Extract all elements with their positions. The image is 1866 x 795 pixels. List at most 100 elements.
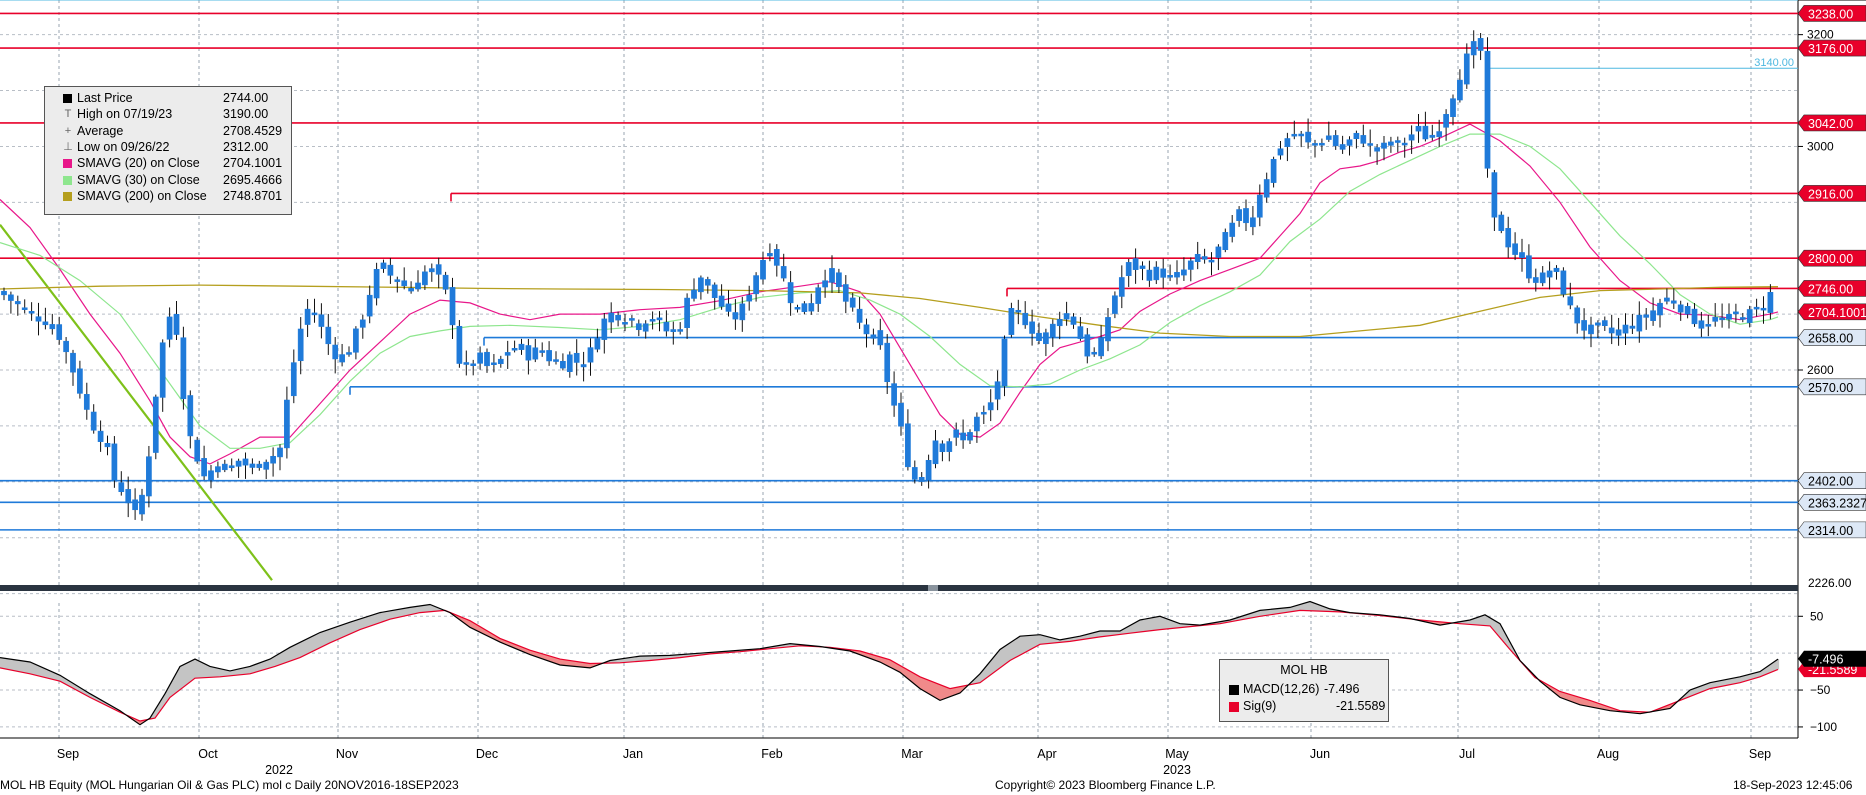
candle-body	[1022, 312, 1029, 326]
candle-body	[1643, 314, 1650, 318]
candle-body	[1215, 246, 1222, 258]
candle-body	[1401, 142, 1408, 146]
candle-body	[1091, 351, 1098, 355]
axis-tick-label: 3000	[1807, 139, 1834, 153]
legend-value: 3190.00	[223, 107, 269, 122]
candle-body	[449, 287, 456, 326]
level-label-text: 2916.00	[1808, 187, 1853, 201]
candle-body	[463, 362, 470, 365]
candle-body	[1063, 313, 1070, 320]
candle-body	[1008, 308, 1015, 335]
candle-body	[704, 279, 711, 286]
candle-body	[242, 458, 249, 466]
year-label: 2023	[1163, 763, 1191, 777]
candle-body	[1394, 140, 1401, 143]
month-label: Jan	[623, 747, 643, 761]
candle-body	[235, 460, 242, 467]
candle-body	[1760, 307, 1767, 311]
candle-body	[477, 352, 483, 364]
candle-body	[1601, 320, 1608, 326]
candle-body	[1167, 275, 1173, 278]
candle-body	[1139, 265, 1146, 269]
candle-body	[1567, 296, 1574, 306]
level-label-text: 2314.00	[1808, 524, 1853, 538]
level-label-box	[1797, 249, 1866, 267]
candle-body	[1739, 317, 1746, 320]
candle-body	[1532, 277, 1539, 283]
month-label: Nov	[336, 747, 359, 761]
level-label-box	[1797, 472, 1866, 489]
footer-security: MOL HB Equity (MOL Hungarian Oil & Gas P…	[0, 778, 459, 792]
macd-name: MACD(12,26)	[1243, 682, 1320, 696]
macd-row: MACD(12,26) -7.496	[1220, 682, 1388, 697]
candle-body	[1208, 259, 1215, 263]
candle-body	[1705, 324, 1712, 327]
candle-body	[1677, 304, 1684, 313]
thin-level-label: 3260.00	[1754, 0, 1794, 1]
trendline	[0, 224, 273, 581]
candle-body	[152, 396, 159, 453]
candle-body	[408, 288, 414, 292]
candle-body	[1305, 131, 1311, 143]
candle-body	[1670, 300, 1677, 304]
candle-body	[1270, 159, 1277, 183]
legend-swatch	[63, 94, 72, 103]
ma-line	[0, 284, 1779, 338]
candle-body	[1339, 144, 1346, 150]
candle-body	[270, 455, 276, 464]
macd-label-box	[1798, 650, 1866, 667]
candle-body	[1436, 131, 1443, 138]
candle-body	[1477, 38, 1484, 51]
candle-body	[1374, 147, 1380, 152]
axis-tick-label: 2600	[1807, 363, 1834, 377]
legend-swatch	[63, 191, 72, 201]
candle-body	[1698, 320, 1705, 329]
candle-body	[21, 307, 28, 310]
legend-row: Last Price 2744.00	[45, 91, 291, 106]
candle-body	[953, 429, 960, 438]
candle-body	[649, 319, 656, 322]
candle-body	[1615, 329, 1622, 336]
legend-name: SMAVG (20) on Close	[77, 156, 200, 171]
candle-body	[359, 319, 366, 328]
candle-body	[373, 269, 380, 299]
candle-body	[1222, 232, 1229, 250]
candle-body	[1574, 307, 1581, 324]
legend-name: Average	[77, 123, 124, 138]
month-label: Apr	[1037, 747, 1056, 761]
legend-row: SMAVG (30) on Close 2695.4666	[45, 173, 291, 188]
candle-body	[139, 494, 145, 515]
candle-body	[132, 499, 138, 511]
legend-row: ⊥ Low on 09/26/22 2312.00	[45, 140, 291, 155]
candle-body	[1463, 53, 1470, 85]
candle-body	[870, 334, 877, 339]
legend-name: SMAVG (30) on Close	[77, 172, 200, 187]
candle-body	[560, 360, 566, 369]
candle-body	[787, 282, 794, 304]
candle-body	[415, 282, 421, 290]
macd-axis-label: 50	[1810, 609, 1824, 623]
candle-body	[518, 343, 525, 350]
candle-body	[1498, 214, 1505, 231]
candle-body	[35, 316, 42, 322]
year-label: 2022	[265, 763, 293, 777]
candle-body	[1588, 324, 1594, 335]
candle-body	[497, 358, 504, 365]
level-label-box	[1797, 378, 1866, 396]
candle-body	[1526, 255, 1532, 279]
candle-body	[1622, 324, 1629, 334]
candle-body	[428, 268, 435, 273]
candle-body	[905, 423, 911, 468]
candle-body	[884, 342, 891, 383]
candle-body	[1125, 262, 1132, 276]
legend-name: SMAVG (200) on Close	[77, 188, 207, 203]
candle-body	[1457, 79, 1463, 101]
candle-body	[1429, 134, 1436, 138]
candle-body	[849, 297, 856, 308]
macd-label-text: -7.496	[1808, 653, 1843, 667]
candle-body	[718, 295, 725, 307]
candle-body	[435, 264, 442, 275]
candle-body	[739, 303, 746, 321]
candle-body	[228, 465, 235, 469]
level-label-text: 3176.00	[1808, 42, 1853, 56]
